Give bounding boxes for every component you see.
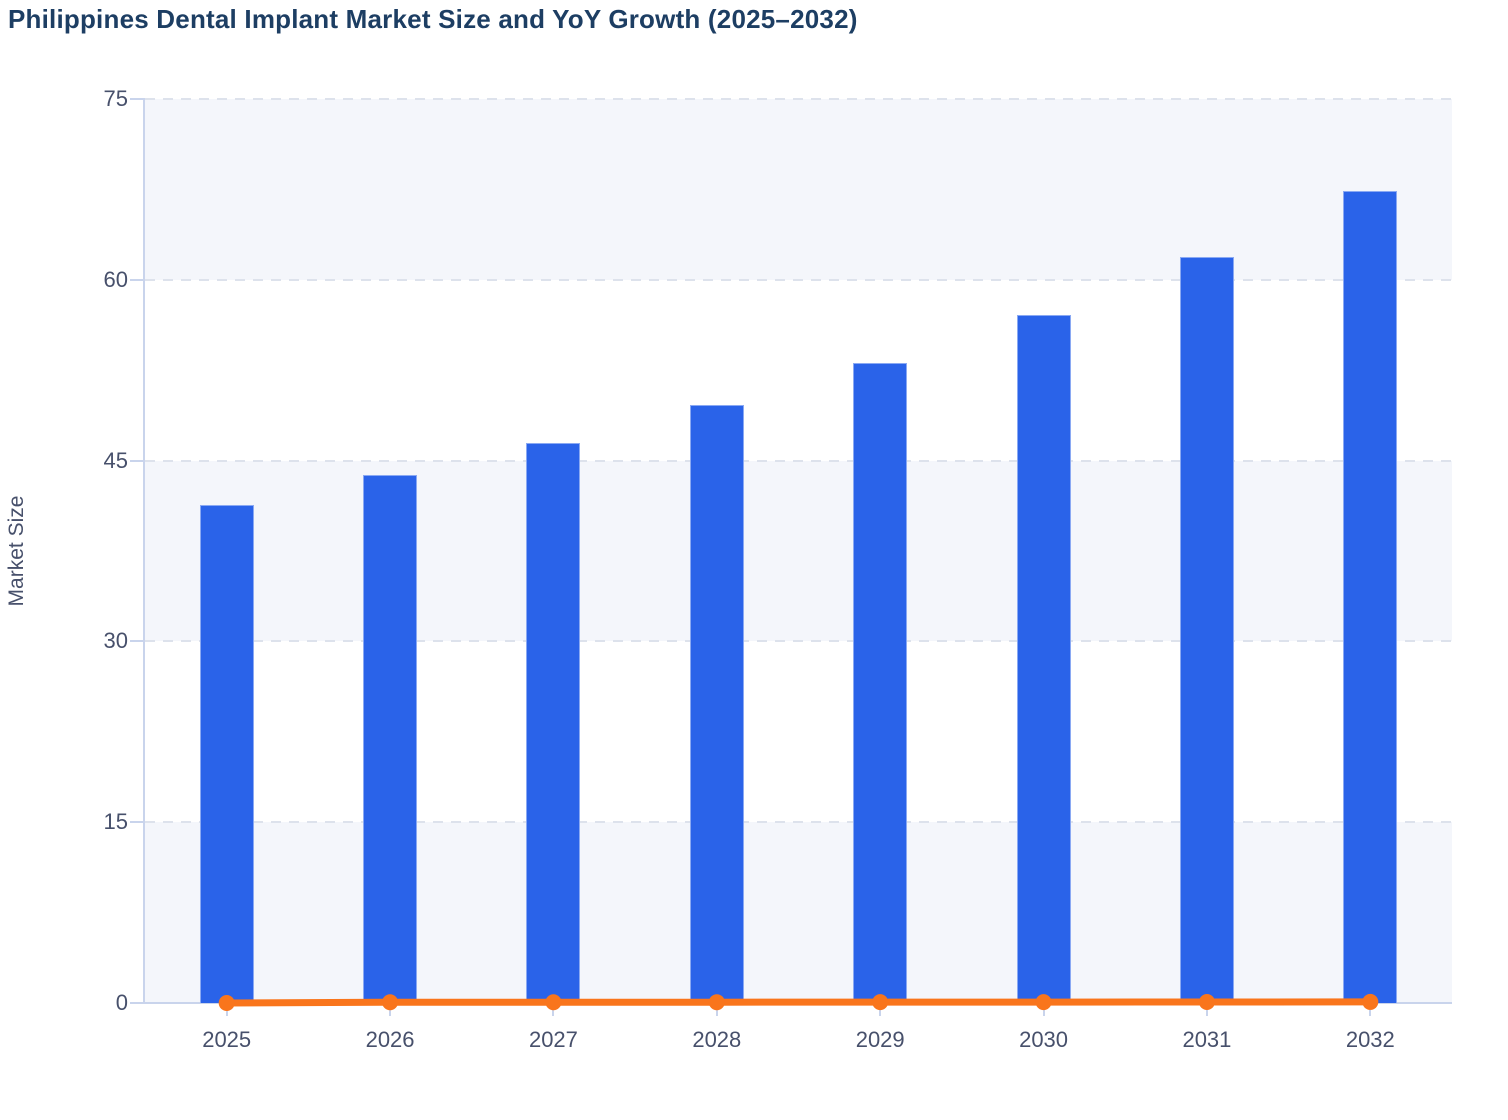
plot-band: [145, 279, 1452, 461]
plot-band: [145, 822, 1452, 1003]
yoy-point-2025[interactable]: [218, 995, 235, 1011]
bar-2030[interactable]: [1016, 314, 1071, 1003]
x-tick-label: 2032: [1345, 1027, 1395, 1052]
y-tick-mark: [130, 640, 145, 643]
y-axis-line: [143, 99, 145, 1003]
bar-2025[interactable]: [199, 505, 254, 1003]
yoy-point-2028[interactable]: [708, 994, 725, 1011]
bar-2028[interactable]: [689, 405, 744, 1003]
yoy-line[interactable]: [223, 998, 1374, 1007]
yoy-point-2027[interactable]: [545, 994, 562, 1011]
y-axis-title: Market Size: [5, 495, 28, 607]
bar-2026[interactable]: [363, 475, 418, 1003]
plot-band: [145, 641, 1452, 823]
plot-band: [145, 460, 1452, 642]
y-tick-mark: [130, 98, 145, 100]
y-tick-label: 15: [103, 809, 128, 835]
chart-title: Philippines Dental Implant Market Size a…: [8, 4, 858, 34]
gridline: [145, 98, 1452, 100]
yoy-growth-line-layer: [218, 993, 1379, 1011]
x-tick-label: 2026: [365, 1027, 415, 1052]
plot-band: [145, 99, 1452, 280]
x-tick-label: 2029: [855, 1027, 905, 1052]
yoy-point-2026[interactable]: [382, 994, 399, 1011]
yoy-point-2031[interactable]: [1198, 993, 1215, 1010]
y-tick-label: 45: [103, 447, 128, 473]
y-tick-label: 60: [103, 266, 128, 292]
gridline: [145, 459, 1452, 462]
gridline: [145, 640, 1452, 643]
yoy-point-2030[interactable]: [1035, 994, 1052, 1011]
y-tick-label: 0: [115, 990, 128, 1015]
y-tick-label: 30: [103, 628, 128, 654]
yoy-point-2029[interactable]: [872, 994, 889, 1011]
x-tick-label: 2025: [202, 1027, 252, 1052]
yoy-point-2032[interactable]: [1362, 993, 1379, 1010]
x-tick-label: 2028: [692, 1027, 742, 1052]
y-tick-label: 75: [103, 86, 128, 111]
y-tick-mark: [130, 278, 145, 281]
bar-2029[interactable]: [853, 362, 908, 1003]
x-tick-label: 2030: [1019, 1027, 1069, 1052]
y-tick-mark: [130, 459, 145, 462]
gridline: [145, 821, 1452, 824]
bar-2027[interactable]: [526, 442, 581, 1003]
bar-2032[interactable]: [1343, 190, 1398, 1003]
x-tick-label: 2027: [528, 1027, 578, 1052]
y-tick-mark: [130, 1002, 145, 1004]
x-tick-label: 2031: [1182, 1027, 1232, 1052]
bar-2031[interactable]: [1179, 256, 1234, 1003]
gridline: [145, 278, 1452, 281]
y-tick-mark: [130, 821, 145, 824]
